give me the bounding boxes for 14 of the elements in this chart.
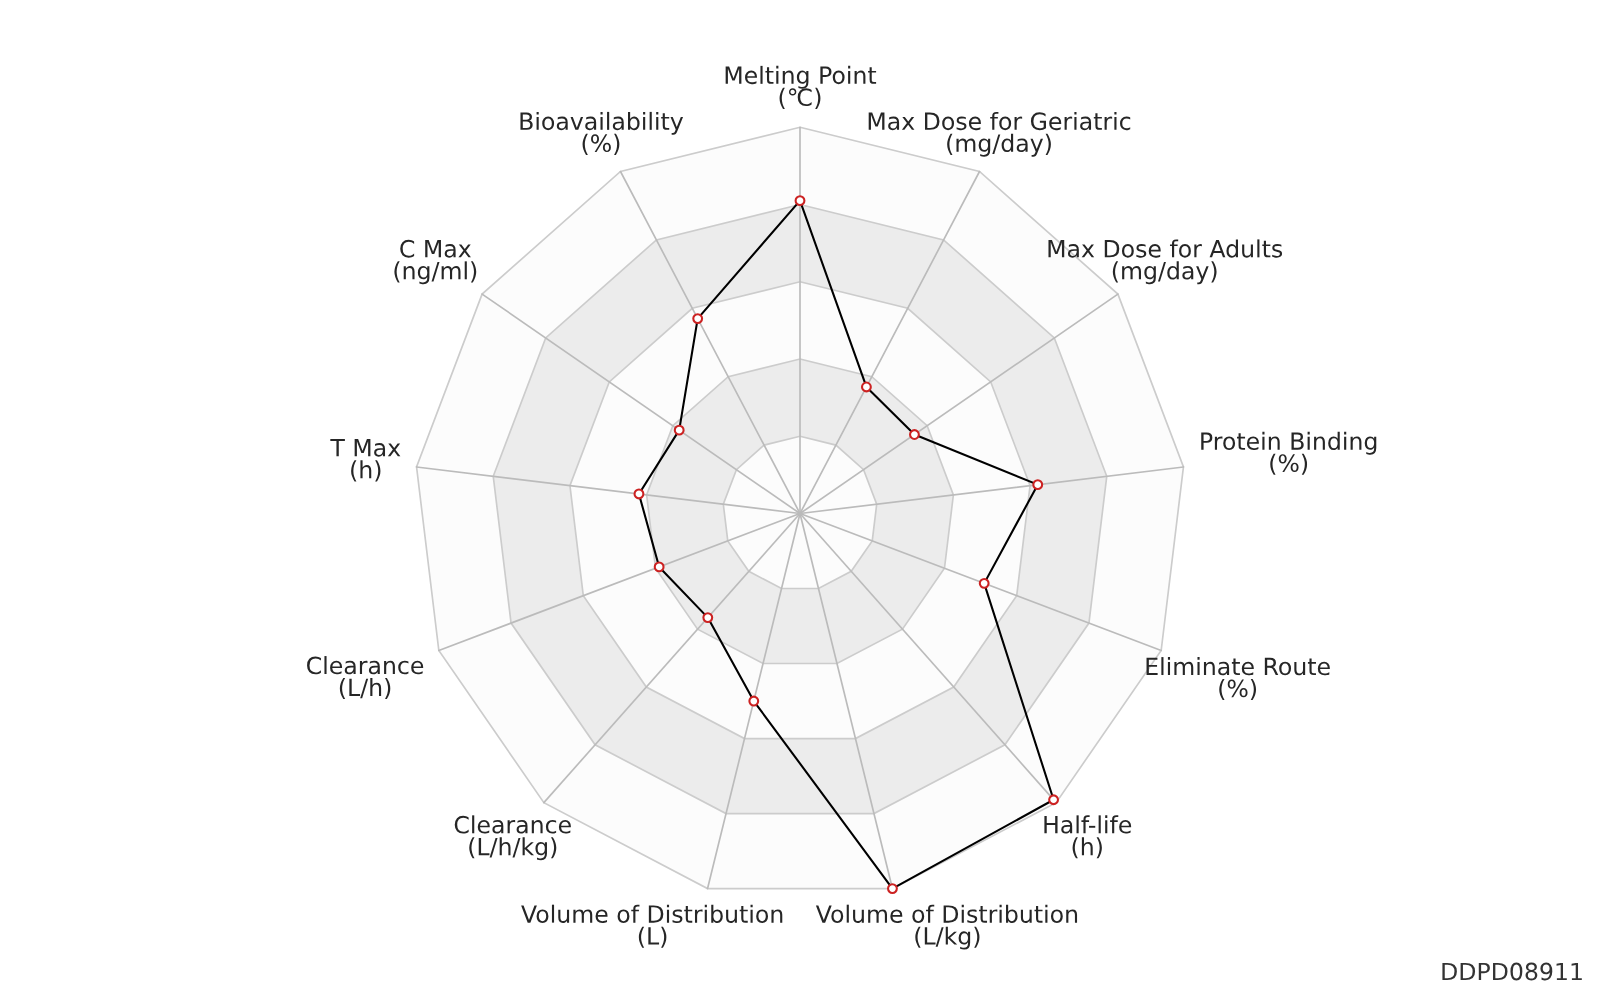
spoke-label: Volume of Distribution (L) [521, 904, 783, 948]
spoke-label: Max Dose for Geriatric (mg/day) [868, 111, 1131, 157]
spoke-label: Half-life (h) [1044, 815, 1132, 859]
spoke-label: Eliminate Route (%) [1146, 657, 1330, 701]
spoke-label: Melting Point (℃) [725, 65, 877, 109]
spoke-label: Volume of Distribution (L/kg) [815, 904, 1078, 950]
spoke-label: C Max (ng/ml) [394, 239, 477, 285]
spoke-label: T Max (h) [330, 439, 401, 482]
spoke-label: Clearance (L/h) [307, 656, 424, 700]
text: DDPD08911 [1442, 962, 1582, 981]
spoke-label: Bioavailability (%) [520, 111, 684, 155]
spoke-label: Max Dose for Adults (mg/day) [1048, 239, 1283, 285]
spoke-label: Clearance (L/h/kg) [454, 815, 571, 861]
spoke-label: Protein Binding (%) [1201, 431, 1377, 475]
